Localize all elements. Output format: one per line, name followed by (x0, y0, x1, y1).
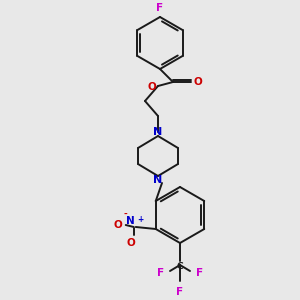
Text: C: C (177, 262, 183, 271)
Text: F: F (156, 3, 164, 13)
Text: N: N (153, 175, 163, 185)
Text: N: N (126, 216, 135, 226)
Text: +: + (137, 215, 143, 224)
Text: O: O (113, 220, 122, 230)
Text: N: N (153, 127, 163, 137)
Text: O: O (126, 238, 135, 248)
Text: O: O (194, 77, 203, 87)
Text: O: O (147, 82, 156, 92)
Text: F: F (157, 268, 164, 278)
Text: -: - (124, 210, 128, 219)
Text: F: F (196, 268, 203, 278)
Text: F: F (176, 287, 184, 297)
